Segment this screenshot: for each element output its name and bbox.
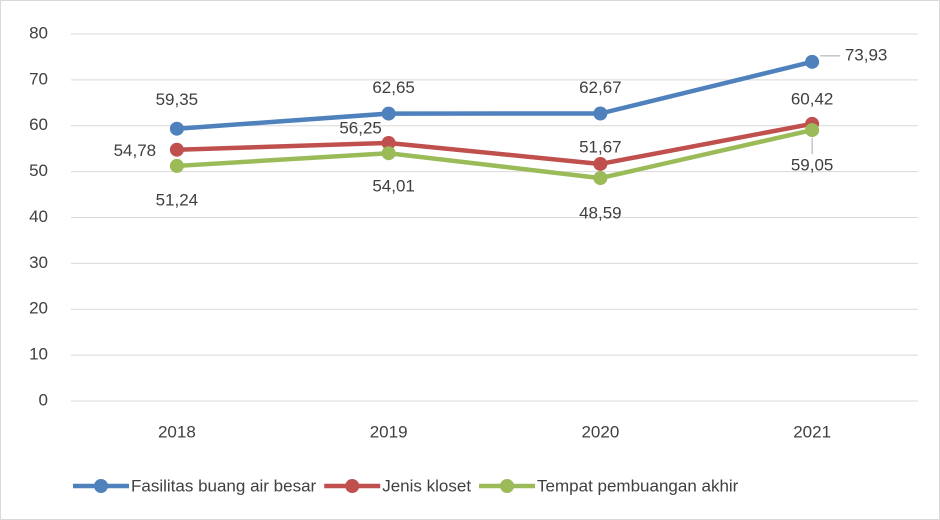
data-point (169, 121, 184, 136)
data-point (593, 156, 608, 171)
data-label: 54,01 (372, 177, 415, 196)
y-tick-label: 10 (29, 345, 48, 364)
y-tick-label: 0 (39, 390, 48, 409)
data-point (805, 54, 820, 69)
data-point (805, 123, 820, 138)
x-tick-label: 2018 (158, 422, 196, 441)
legend-marker (94, 479, 108, 493)
y-tick-label: 50 (29, 161, 48, 180)
legend-label: Jenis kloset (382, 476, 471, 495)
data-label: 56,25 (339, 118, 382, 137)
y-tick-label: 60 (29, 115, 48, 134)
data-point (381, 146, 396, 161)
data-label: 62,67 (579, 78, 622, 97)
series-line (176, 121, 813, 167)
y-tick-label: 40 (29, 207, 48, 226)
y-tick-label: 20 (29, 299, 48, 318)
legend-marker (345, 479, 360, 493)
data-label: 62,65 (372, 78, 415, 97)
x-tick-label: 2021 (793, 422, 831, 441)
data-label: 51,24 (156, 190, 199, 209)
legend-item: Jenis kloset (324, 476, 471, 495)
legend-marker (500, 479, 515, 493)
y-tick-label: 70 (29, 69, 48, 88)
data-point (593, 106, 608, 121)
data-point (381, 135, 396, 150)
y-tick-label: 80 (29, 23, 48, 42)
series-line (176, 59, 813, 131)
data-point (593, 171, 608, 186)
data-point (169, 142, 184, 157)
data-label: 60,42 (791, 89, 834, 108)
legend-label: Tempat pembuangan akhir (537, 476, 739, 495)
data-label: 51,67 (579, 137, 622, 156)
data-label: 59,05 (791, 156, 834, 175)
y-tick-label: 30 (29, 253, 48, 272)
legend-item: Tempat pembuangan akhir (479, 476, 739, 495)
series-line (176, 127, 813, 181)
data-label: 59,35 (156, 90, 199, 109)
legend-item: Fasilitas buang air besar (73, 476, 317, 495)
x-tick-label: 2020 (581, 422, 619, 441)
legend-label: Fasilitas buang air besar (131, 476, 317, 495)
x-tick-label: 2019 (370, 422, 408, 441)
data-point (381, 106, 396, 121)
data-label: 48,59 (579, 204, 622, 223)
data-point (169, 158, 184, 173)
data-label: 73,93 (845, 45, 888, 64)
data-label: 54,78 (114, 141, 157, 160)
